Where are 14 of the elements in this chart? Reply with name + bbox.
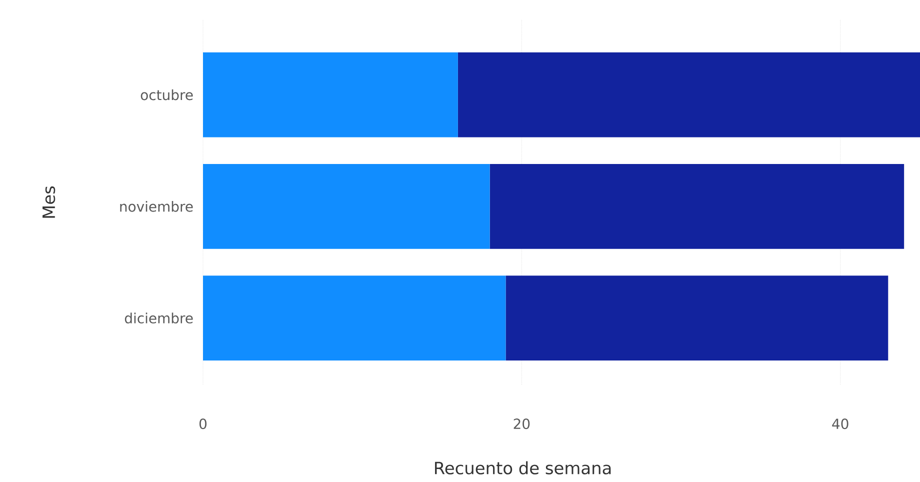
y-tick-label: diciembre [124,312,193,324]
bar [203,164,490,249]
y-tick-label: noviembre [120,201,193,212]
bar [203,276,506,360]
bar [506,276,888,360]
x-axis-title: Recuento de semana [435,461,611,474]
x-tick-label: 0 [199,418,207,430]
x-tick-label: 40 [832,418,848,430]
y-axis-title: Mes [42,186,56,218]
bar [203,52,458,138]
y-tick-label: octubre [140,89,193,100]
bar [490,164,904,249]
bar [458,52,920,138]
x-tick-label: 20 [514,418,530,430]
